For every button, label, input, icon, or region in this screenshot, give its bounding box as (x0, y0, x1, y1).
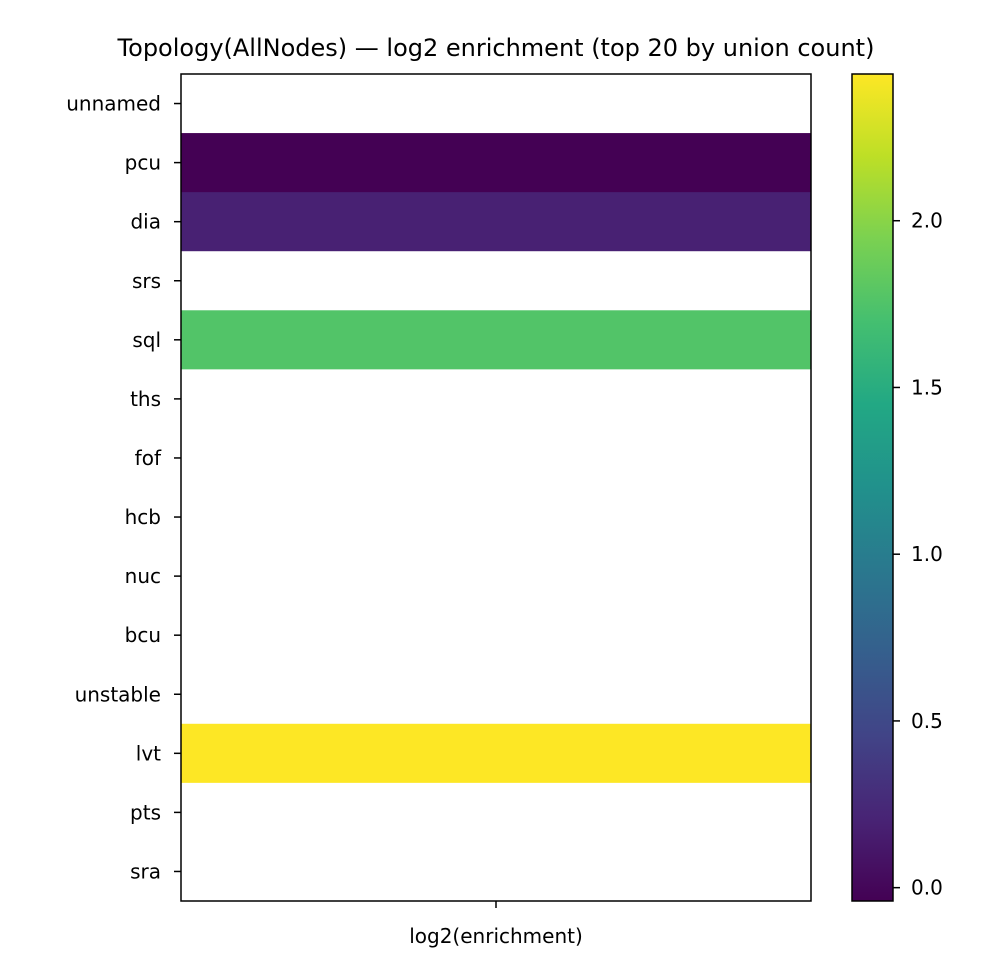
heatmap-cell-bcu (181, 605, 811, 666)
y-tick-label: dia (130, 210, 161, 234)
heatmap-cell-sql (181, 310, 811, 370)
colorbar (851, 73, 894, 902)
heatmap-cell-unstable (181, 664, 811, 725)
heatmap-cell-dia (181, 192, 811, 252)
x-axis-label: log2(enrichment) (409, 924, 583, 948)
colorbar-tick-label: 1.0 (911, 542, 943, 566)
heatmap-cell-ths (181, 369, 811, 429)
y-tick-label: srs (132, 269, 161, 293)
heatmap-cell-unnamed (181, 74, 811, 134)
y-tick-label: unstable (75, 682, 161, 706)
heatmap-cell-fof (181, 428, 811, 488)
heatmap-cell-nuc (181, 546, 811, 607)
y-tick-label: ths (130, 387, 161, 411)
y-tick-label: sql (132, 328, 161, 352)
y-tick-label: unnamed (66, 92, 161, 116)
y-tick-label: bcu (125, 623, 161, 647)
heatmap-cell-pts (181, 782, 811, 843)
y-tick-label: sra (130, 859, 161, 883)
y-tick-label: lvt (136, 741, 161, 765)
y-axis: unnamed pcu dia srs sql ths fof hcb nuc bcu unstab… (66, 92, 181, 883)
y-tick-label: hcb (125, 505, 161, 529)
heatmap-cell-hcb (181, 487, 811, 548)
heatmap-cells (181, 74, 811, 902)
colorbar-tick-label: 1.5 (911, 375, 943, 399)
heatmap-cell-pcu (181, 133, 811, 193)
chart-title: Topology(AllNodes) — log2 enrichment (to… (117, 34, 875, 62)
colorbar-tick-label: 0.0 (911, 876, 943, 900)
colorbar-axis: 0.0 0.5 1.0 1.5 2.0 (893, 209, 943, 900)
heatmap-cell-srs (181, 251, 811, 311)
y-tick-label: fof (135, 446, 162, 470)
colorbar-tick-label: 0.5 (911, 709, 943, 733)
heatmap-cell-sra (181, 841, 811, 902)
y-tick-label: pts (130, 800, 161, 824)
y-tick-label: pcu (125, 151, 161, 175)
y-tick-label: nuc (125, 564, 161, 588)
heatmap-cell-lvt (181, 723, 811, 784)
colorbar-tick-label: 2.0 (911, 209, 943, 233)
